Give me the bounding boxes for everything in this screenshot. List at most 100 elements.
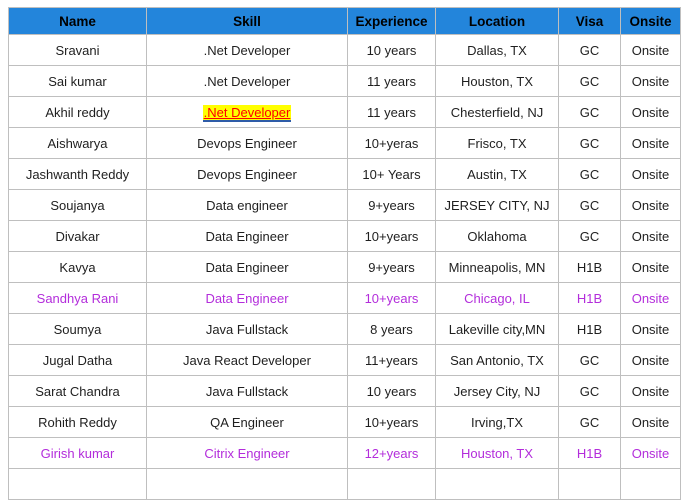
column-header-visa: Visa <box>558 7 621 35</box>
cell-location: Minneapolis, MN <box>435 251 559 283</box>
cell-location: Chesterfield, NJ <box>435 96 559 128</box>
table-row: Jashwanth Reddy Devops Engineer 10+ Years A… <box>8 158 681 190</box>
cell-experience: 10+years <box>347 406 436 438</box>
column-header-skill: Skill <box>146 7 348 35</box>
cell-location: Oklahoma <box>435 220 559 252</box>
table-row: Kavya Data Engineer 9+years Minneapolis, MN… <box>8 251 681 283</box>
cell-skill: .Net Developer <box>146 34 348 66</box>
cell-location: Dallas, TX <box>435 34 559 66</box>
cell-name: Sandhya Rani <box>8 282 147 314</box>
cell-experience: 10 years <box>347 375 436 407</box>
table-row: Soumya Java Fullstack 8 years Lakeville cit… <box>8 313 681 345</box>
cell-name: Jashwanth Reddy <box>8 158 147 190</box>
cell-visa: GC <box>558 158 621 190</box>
cell-skill: Java Fullstack <box>146 313 348 345</box>
cell-visa: H1B <box>558 437 621 469</box>
cell-visa: GC <box>558 96 621 128</box>
cell-name: Akhil reddy <box>8 96 147 128</box>
cell-experience: 10+years <box>347 220 436 252</box>
cell-visa: GC <box>558 344 621 376</box>
cell-onsite: Onsite <box>620 65 681 97</box>
cell-visa: H1B <box>558 251 621 283</box>
cell-name: Jugal Datha <box>8 344 147 376</box>
column-header-location: Location <box>435 7 559 35</box>
cell-experience: 9+years <box>347 189 436 221</box>
cell-visa: H1B <box>558 313 621 345</box>
empty-cell <box>8 468 147 500</box>
cell-name: Aishwarya <box>8 127 147 159</box>
cell-skill: Java Fullstack <box>146 375 348 407</box>
cell-onsite: Onsite <box>620 127 681 159</box>
cell-onsite: Onsite <box>620 251 681 283</box>
cell-skill: QA Engineer <box>146 406 348 438</box>
cell-visa: GC <box>558 127 621 159</box>
table-body: Sravani .Net Developer 10 years Dallas, TX G… <box>8 34 681 500</box>
cell-experience: 10 years <box>347 34 436 66</box>
table-row: Divakar Data Engineer 10+years Oklahoma GC On… <box>8 220 681 252</box>
cell-name: Soujanya <box>8 189 147 221</box>
column-header-experience: Experience <box>347 7 436 35</box>
cell-skill: Devops Engineer <box>146 158 348 190</box>
cell-name: Sai kumar <box>8 65 147 97</box>
empty-cell <box>620 468 681 500</box>
cell-skill: Data Engineer <box>146 282 348 314</box>
cell-location: Houston, TX <box>435 65 559 97</box>
empty-partial-row <box>8 468 681 500</box>
cell-visa: GC <box>558 189 621 221</box>
table-row: Soujanya Data engineer 9+years JERSEY CITY,… <box>8 189 681 221</box>
cell-experience: 11+years <box>347 344 436 376</box>
cell-location: Jersey City, NJ <box>435 375 559 407</box>
candidates-table: Name Skill Experience Location Visa Onsite Sr… <box>8 7 681 500</box>
cell-location: Frisco, TX <box>435 127 559 159</box>
highlighted-skill-link[interactable]: .Net Developer <box>202 104 292 122</box>
cell-skill: Java React Developer <box>146 344 348 376</box>
cell-onsite: Onsite <box>620 375 681 407</box>
cell-name: Soumya <box>8 313 147 345</box>
cell-location: Chicago, IL <box>435 282 559 314</box>
cell-name: Girish kumar <box>8 437 147 469</box>
cell-visa: GC <box>558 375 621 407</box>
cell-name: Sarat Chandra <box>8 375 147 407</box>
empty-cell <box>558 468 621 500</box>
cell-visa: GC <box>558 406 621 438</box>
cell-location: San Antonio, TX <box>435 344 559 376</box>
table-row: Sravani .Net Developer 10 years Dallas, TX G… <box>8 34 681 66</box>
table-row: Akhil reddy .Net Developer 11 years Chester… <box>8 96 681 128</box>
cell-visa: H1B <box>558 282 621 314</box>
table-row: Sai kumar .Net Developer 11 years Houston, … <box>8 65 681 97</box>
cell-experience: 12+years <box>347 437 436 469</box>
table-row: Girish kumar Citrix Engineer 12+years Houst… <box>8 437 681 469</box>
cell-name: Divakar <box>8 220 147 252</box>
empty-cell <box>435 468 559 500</box>
header-row: Name Skill Experience Location Visa Onsite <box>8 7 681 35</box>
cell-name: Sravani <box>8 34 147 66</box>
empty-cell <box>347 468 436 500</box>
cell-skill: Data engineer <box>146 189 348 221</box>
cell-experience: 8 years <box>347 313 436 345</box>
cell-skill: Data Engineer <box>146 220 348 252</box>
column-header-name: Name <box>8 7 147 35</box>
cell-onsite: Onsite <box>620 437 681 469</box>
cell-onsite: Onsite <box>620 282 681 314</box>
cell-onsite: Onsite <box>620 96 681 128</box>
table-row: Sandhya Rani Data Engineer 10+years Chicago… <box>8 282 681 314</box>
cell-onsite: Onsite <box>620 158 681 190</box>
column-header-onsite: Onsite <box>620 7 681 35</box>
table-row: Aishwarya Devops Engineer 10+yeras Frisco, … <box>8 127 681 159</box>
cell-onsite: Onsite <box>620 344 681 376</box>
cell-location: JERSEY CITY, NJ <box>435 189 559 221</box>
cell-name: Rohith Reddy <box>8 406 147 438</box>
cell-onsite: Onsite <box>620 34 681 66</box>
table-row: Sarat Chandra Java Fullstack 10 years Jerse… <box>8 375 681 407</box>
cell-onsite: Onsite <box>620 406 681 438</box>
cell-onsite: Onsite <box>620 220 681 252</box>
cell-visa: GC <box>558 220 621 252</box>
cell-skill: Data Engineer <box>146 251 348 283</box>
cell-name: Kavya <box>8 251 147 283</box>
table-row: Rohith Reddy QA Engineer 10+years Irving,TX… <box>8 406 681 438</box>
cell-skill: .Net Developer <box>146 65 348 97</box>
cell-experience: 11 years <box>347 65 436 97</box>
cell-visa: GC <box>558 65 621 97</box>
cell-experience: 10+years <box>347 282 436 314</box>
cell-skill: Citrix Engineer <box>146 437 348 469</box>
